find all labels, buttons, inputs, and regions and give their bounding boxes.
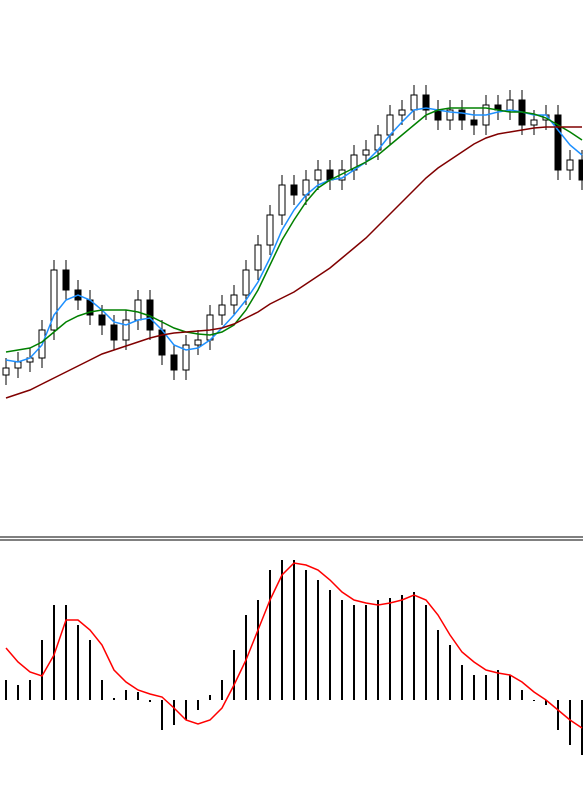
histogram-bar [89, 640, 91, 700]
histogram-bar [53, 605, 55, 700]
histogram-bar [389, 598, 391, 700]
candle-body [2, 367, 10, 376]
histogram-bar [449, 645, 451, 700]
candle-body [230, 294, 238, 306]
histogram-bar [77, 625, 79, 700]
histogram-bar [377, 600, 379, 700]
candle-body [566, 159, 574, 171]
candle-body [218, 304, 226, 316]
histogram-bar [197, 700, 199, 710]
histogram-bar [353, 605, 355, 700]
histogram-bar [425, 605, 427, 700]
histogram-bar [41, 640, 43, 700]
histogram-bar [329, 590, 331, 700]
candle-body [194, 339, 202, 346]
histogram-bar [149, 700, 151, 702]
histogram-bar [101, 680, 103, 700]
candle-body [14, 361, 22, 369]
histogram-bar [257, 600, 259, 700]
histogram-bar [521, 690, 523, 700]
candle-body [110, 324, 118, 341]
histogram-bar [365, 605, 367, 700]
candle-body [278, 184, 286, 216]
histogram-bar [17, 685, 19, 700]
histogram-bar [473, 675, 475, 700]
histogram-bar [341, 600, 343, 700]
candle-body [458, 109, 466, 121]
histogram-bar [185, 700, 187, 720]
candle-body [410, 94, 418, 111]
histogram-bar [437, 630, 439, 700]
histogram-bar [281, 560, 283, 700]
candle-body [470, 119, 478, 126]
histogram-bar [245, 615, 247, 700]
indicator-line [5, 562, 583, 729]
candle-body [506, 99, 514, 111]
candle-body [206, 314, 214, 341]
histogram-bar [509, 675, 511, 700]
histogram-bar [557, 700, 559, 730]
histogram-bar [461, 665, 463, 700]
candle-body [62, 269, 70, 291]
histogram-bar [497, 670, 499, 700]
histogram-bar [413, 592, 415, 700]
candle-body [578, 159, 583, 181]
histogram-bar [305, 570, 307, 700]
histogram-bar [317, 580, 319, 700]
histogram-bar [65, 605, 67, 700]
candle-body [362, 149, 370, 156]
histogram-bar [113, 698, 115, 700]
histogram-bar [269, 570, 271, 700]
candle-body [530, 119, 538, 126]
histogram-bar [545, 700, 547, 705]
histogram-bar [569, 700, 571, 745]
candle-body [254, 244, 262, 271]
candle-body [554, 114, 562, 171]
candle-body [98, 314, 106, 326]
candle-body [398, 109, 406, 116]
histogram-bar [209, 695, 211, 700]
histogram-bar [485, 675, 487, 700]
candle-body [134, 299, 142, 321]
indicator-line [5, 126, 582, 399]
histogram-bar [125, 690, 127, 700]
histogram-bar [5, 680, 7, 700]
candle-body [266, 214, 274, 246]
candle-body [170, 354, 178, 371]
candle-body [290, 184, 298, 196]
histogram-bar [29, 680, 31, 700]
histogram-bar [173, 700, 175, 725]
candle-body [314, 169, 322, 181]
candle-body [422, 94, 430, 111]
histogram-bar [233, 650, 235, 700]
histogram-bar [161, 700, 163, 730]
histogram-bar [533, 700, 535, 701]
histogram-bar [293, 560, 295, 700]
candle-body [122, 319, 130, 341]
candle-body [446, 109, 454, 121]
indicator-line [5, 107, 583, 353]
histogram-bar [137, 692, 139, 700]
candle-body [242, 269, 250, 296]
histogram-bar [401, 595, 403, 700]
candle-body [50, 269, 58, 331]
histogram-bar [221, 680, 223, 700]
candle-body [182, 344, 190, 371]
